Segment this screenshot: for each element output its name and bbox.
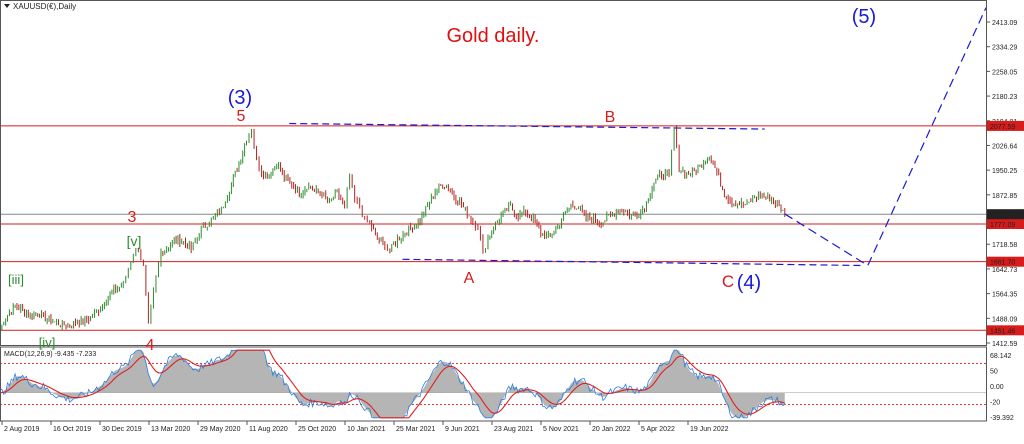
wave-label: 5: [237, 108, 246, 125]
wave-label: (4): [737, 272, 761, 294]
x-tick-label: 29 May 2020: [200, 426, 241, 433]
price-level-tag: [987, 256, 1024, 267]
x-tick-label: 5 Nov 2021: [543, 426, 579, 433]
x-tick-label: 10 Jan 2021: [347, 426, 386, 433]
wave-label: 3: [128, 209, 137, 226]
wave-label: C: [722, 272, 734, 291]
x-tick-label: 16 Oct 2019: [53, 426, 91, 433]
wave-label: [iii]: [8, 272, 24, 287]
price-level-tag-label: 1451.46: [990, 328, 1015, 335]
price-panel-frame: [0, 0, 987, 346]
wave-label: A: [464, 270, 475, 287]
chart-title: Gold daily.: [446, 25, 539, 47]
price-level-tag: [987, 120, 1024, 131]
price-y-tick-label: 2413.09: [992, 20, 1017, 27]
x-tick-label: 30 Dec 2019: [102, 426, 142, 433]
price-level-tag-label: 2077.59: [990, 124, 1015, 131]
macd-y-tick-label: -20: [990, 400, 1000, 407]
x-tick-label: 25 Oct 2020: [298, 426, 336, 433]
dropdown-arrow-icon[interactable]: [4, 4, 10, 8]
x-tick-label: 9 Jun 2021: [445, 426, 480, 433]
price-y-tick-label: 1718.58: [992, 242, 1017, 249]
wave-projection-line: [784, 7, 987, 267]
macd-y-tick-label: 68.142: [990, 353, 1012, 360]
macd-y-tick-label: 0.00: [990, 384, 1004, 391]
wave-label: [iv]: [39, 335, 56, 350]
price-y-tick-label: 1412.59: [992, 341, 1017, 348]
price-y-tick-label: 1564.35: [992, 292, 1017, 299]
price-level-tag-label: 1807.20: [990, 212, 1015, 219]
x-tick-label: 20 Jan 2022: [592, 426, 631, 433]
macd-signal-line: [0, 349, 785, 419]
price-level-tag: [987, 219, 1024, 230]
price-level-tag-label: 1777.09: [990, 222, 1015, 229]
x-tick-label: 19 Jun 2022: [690, 426, 729, 433]
x-tick-label: 25 Mar 2021: [396, 426, 435, 433]
price-y-tick-label: 2334.29: [992, 45, 1017, 52]
price-level-tag-label: 1661.70: [990, 260, 1015, 267]
macd-y-tick-label: 50: [990, 369, 998, 376]
price-y-tick-label: 2258.05: [992, 69, 1017, 76]
macd-title: MACD(12,26,9) -9.435 -7.233: [4, 351, 96, 358]
wave-channel-line: [289, 122, 765, 130]
x-tick-label: 2 Aug 2019: [4, 426, 40, 433]
x-tick-label: 13 Mar 2020: [151, 426, 190, 433]
macd-panel-frame: [0, 346, 987, 422]
wave-label: [v]: [127, 233, 142, 249]
wave-label: B: [605, 109, 616, 126]
x-tick-label: 11 Aug 2020: [249, 426, 288, 433]
x-tick-label: 5 Apr 2022: [641, 426, 675, 433]
macd-y-tick-label: -39.392: [990, 415, 1014, 422]
symbol-label: XAUUSD(€),Daily: [13, 2, 76, 11]
macd-histogram: [0, 350, 785, 418]
price-y-tick-label: 1950.25: [992, 168, 1017, 175]
x-tick-label: 23 Aug 2021: [494, 426, 533, 433]
price-y-tick-label: 1642.73: [992, 267, 1017, 274]
wave-label: (5): [852, 6, 876, 28]
price-y-tick-label: 1488.09: [992, 316, 1017, 323]
price-level-tag: [987, 325, 1024, 336]
price-y-tick-label: 2180.23: [992, 94, 1017, 101]
wave-label: 4: [146, 337, 155, 354]
price-y-tick-label: 1872.85: [992, 193, 1017, 200]
price-level-tag: [987, 209, 1024, 220]
price-y-tick-label: 2026.64: [992, 143, 1017, 150]
wave-label: (3): [228, 87, 252, 109]
